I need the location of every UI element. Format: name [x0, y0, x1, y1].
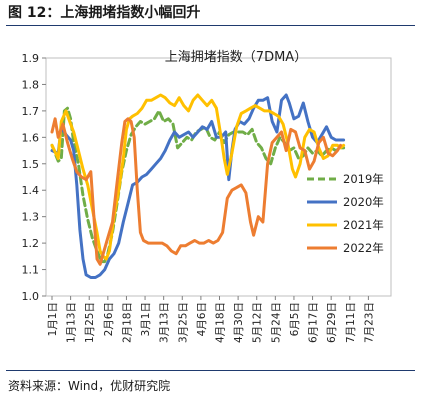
chart-title: 上海拥堵指数（7DMA）	[165, 50, 307, 65]
top-rule	[6, 25, 415, 26]
source-note: 资料来源：Wind，优财研究院	[8, 379, 171, 393]
y-tick-label: 1.8	[22, 78, 40, 91]
x-tick-label: 4月30日	[233, 302, 245, 343]
plot-area-border	[45, 57, 392, 297]
figure-title: 图 12：上海拥堵指数小幅回升	[8, 5, 201, 21]
x-tick-label: 7月23日	[363, 302, 375, 343]
y-axis: 1.0 1.1 1.2 1.3 1.4 1.5 1.6 1.7 1.8 1.9	[22, 52, 46, 303]
y-tick-label: 1.9	[22, 52, 40, 65]
x-tick-label: 5月24日	[270, 302, 282, 343]
x-tick-label: 2月6日	[103, 302, 115, 336]
y-tick-label: 1.5	[22, 158, 40, 171]
series-line-2020	[50, 93, 346, 279]
legend-label-2022: 2022年	[343, 241, 384, 255]
x-tick-label: 2月18日	[121, 302, 133, 343]
x-tick-label: 1月25日	[84, 302, 96, 343]
bottom-rule	[6, 370, 415, 371]
x-tick-label: 4月18日	[215, 302, 227, 343]
x-tick-label: 3月13日	[159, 302, 171, 343]
x-tick-label: 6月5日	[289, 302, 301, 336]
legend-label-2021: 2021年	[343, 218, 384, 232]
y-tick-label: 1.4	[22, 184, 40, 197]
y-tick-label: 1.1	[22, 264, 40, 277]
x-tick-label: 7月11日	[345, 302, 357, 343]
x-tick-label: 3月25日	[177, 302, 189, 343]
x-tick-label: 3月1日	[140, 302, 152, 336]
x-tick-label: 4月6日	[196, 302, 208, 336]
legend-label-2020: 2020年	[343, 195, 384, 209]
y-tick-label: 1.6	[22, 131, 40, 144]
x-axis: 1月1日 1月13日 1月25日 2月6日 2月18日 3月1日 3月13日 3月25日 4月6…	[47, 296, 375, 343]
congestion-index-chart: 上海拥堵指数（7DMA） 1.0 1.1 1.2 1.3 1.4 1.5 1.6 1.7 1.8…	[22, 50, 392, 343]
x-tick-label: 1月1日	[47, 302, 59, 336]
legend-label-2019: 2019年	[343, 172, 384, 186]
series-layer	[50, 93, 346, 279]
x-tick-label: 5月12日	[252, 302, 264, 343]
series-line-2022	[50, 117, 342, 266]
y-tick-label: 1.3	[22, 211, 40, 224]
y-tick-label: 1.7	[22, 105, 40, 118]
legend: 2019年 2020年 2021年 2022年	[307, 172, 384, 255]
y-tick-label: 1.2	[22, 237, 40, 250]
x-tick-label: 6月29日	[326, 302, 338, 343]
x-tick-label: 6月17日	[308, 302, 320, 343]
y-tick-label: 1.0	[22, 290, 40, 303]
series-line-2021	[50, 93, 346, 261]
x-tick-label: 1月13日	[66, 302, 78, 343]
